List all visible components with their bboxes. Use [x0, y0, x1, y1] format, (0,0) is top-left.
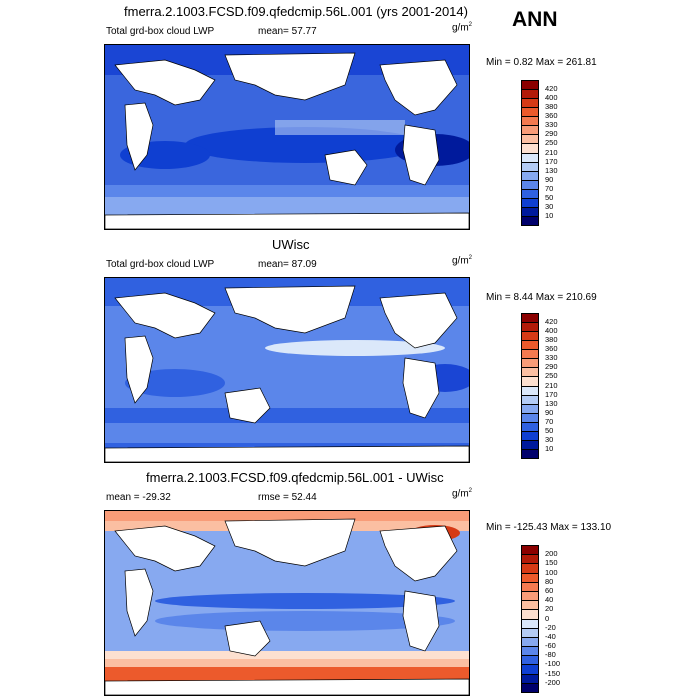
panel2-mean: mean= 87.09: [258, 259, 317, 270]
colorbar-label: 380: [545, 102, 558, 112]
colorbar-label: 330: [545, 120, 558, 130]
colorbar-label: 250: [545, 371, 558, 381]
colorbar-label: -20: [545, 622, 556, 632]
colorbar-label: -200: [545, 677, 561, 687]
colorbar-label: 210: [545, 380, 558, 390]
colorbar-label: -100: [545, 659, 561, 669]
colorbar-label: 250: [545, 138, 558, 148]
colorbar-label: 50: [545, 192, 554, 202]
colorbar-label: 70: [545, 183, 554, 193]
colorbar-label: 10: [545, 210, 554, 220]
panel2-minmax: Min = 8.44 Max = 210.69: [486, 292, 597, 303]
colorbar-label: 50: [545, 425, 554, 435]
colorbar-label: 290: [545, 129, 558, 139]
colorbar-label: 90: [545, 174, 554, 184]
panel3-rmse: rmse = 52.44: [258, 492, 317, 503]
panel3-colorbar: 200 150 100 80 60 40 20 0 -20 -40 -60 -80 -100 -150 -2…: [521, 545, 581, 693]
panel1-units: g/m2: [452, 22, 473, 34]
colorbar-label: 420: [545, 317, 558, 327]
panel1-colorbar: 420 400 380 360 330 290 250 210 170 130 90 70 50 30 10: [521, 80, 581, 226]
colorbar-label: 360: [545, 111, 558, 121]
colorbar-box: [521, 448, 539, 459]
colorbar-label: 380: [545, 335, 558, 345]
colorbar-label: 400: [545, 93, 558, 103]
panel1-mean: mean= 57.77: [258, 26, 317, 37]
colorbar-box: [521, 215, 539, 226]
panel3-title: fmerra.2.1003.FCSD.f09.qfedcmip.56L.001 …: [146, 470, 444, 485]
panel2-map: [104, 277, 470, 463]
colorbar-label: 170: [545, 156, 558, 166]
colorbar-label: -40: [545, 631, 556, 641]
colorbar-label: 200: [545, 549, 558, 559]
colorbar-label: 130: [545, 398, 558, 408]
panel1-left-label: Total grd-box cloud LWP: [106, 26, 215, 37]
colorbar-label: 10: [545, 443, 554, 453]
panel3-minmax: Min = -125.43 Max = 133.10: [486, 522, 612, 533]
colorbar-label: 150: [545, 558, 558, 568]
colorbar-label: 170: [545, 389, 558, 399]
colorbar-label: 40: [545, 595, 554, 605]
colorbar-label: 400: [545, 326, 558, 336]
colorbar-label: 210: [545, 147, 558, 157]
panel2-left-label: Total grd-box cloud LWP: [106, 259, 215, 270]
colorbar-label: 30: [545, 201, 554, 211]
panel3-units: g/m2: [452, 488, 473, 500]
colorbar-label: 290: [545, 362, 558, 372]
colorbar-label: 130: [545, 165, 558, 175]
panel2-title: UWisc: [272, 237, 310, 252]
colorbar-label: 90: [545, 407, 554, 417]
colorbar-label: -80: [545, 650, 556, 660]
panel1-title: fmerra.2.1003.FCSD.f09.qfedcmip.56L.001 …: [124, 4, 468, 19]
panel2-colorbar: 420 400 380 360 330 290 250 210 170 130 90 70 50 30 10: [521, 313, 581, 459]
panel3-map: [104, 510, 470, 696]
colorbar-label: -60: [545, 641, 556, 651]
colorbar-label: 20: [545, 604, 554, 614]
colorbar-box: [521, 682, 539, 693]
panel3-mean: mean = -29.32: [106, 492, 171, 503]
colorbar-label: 100: [545, 567, 558, 577]
colorbar-label: 360: [545, 344, 558, 354]
colorbar-label: -150: [545, 668, 561, 678]
panel1-map: [104, 44, 470, 230]
colorbar-label: 420: [545, 84, 558, 94]
colorbar-label: 330: [545, 353, 558, 363]
colorbar-label: 60: [545, 585, 554, 595]
colorbar-label: 70: [545, 416, 554, 426]
panel2-units: g/m2: [452, 255, 473, 267]
colorbar-label: 30: [545, 434, 554, 444]
panel1-minmax: Min = 0.82 Max = 261.81: [486, 57, 597, 68]
colorbar-label: 0: [545, 613, 550, 623]
colorbar-label: 80: [545, 576, 554, 586]
season-label: ANN: [512, 8, 558, 31]
